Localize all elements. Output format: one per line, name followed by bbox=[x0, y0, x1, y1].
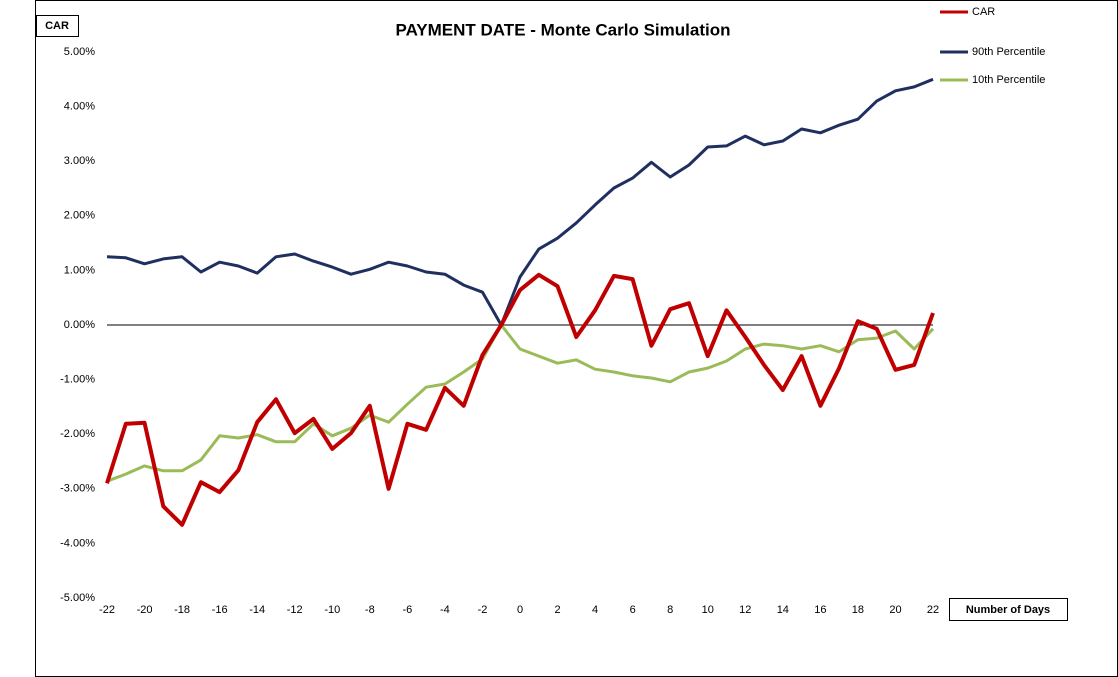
y-tick-label: -4.00% bbox=[60, 537, 95, 549]
x-label-box bbox=[949, 598, 1068, 621]
x-tick-label: -22 bbox=[99, 604, 115, 616]
y-tick-label: 1.00% bbox=[64, 264, 95, 276]
x-tick-label: -6 bbox=[402, 604, 412, 616]
y-tick-label: -5.00% bbox=[60, 592, 95, 604]
legend-label: CAR bbox=[972, 6, 995, 18]
x-tick-label: -18 bbox=[174, 604, 190, 616]
series-line bbox=[106, 323, 935, 483]
x-tick-label: -20 bbox=[137, 604, 153, 616]
legend-label: 90th Percentile bbox=[972, 46, 1045, 58]
x-tick-label: -12 bbox=[287, 604, 303, 616]
y-label-box bbox=[36, 15, 79, 37]
x-tick-label: -16 bbox=[212, 604, 228, 616]
y-tick-label: 3.00% bbox=[64, 155, 95, 167]
x-tick-label: 16 bbox=[814, 604, 826, 616]
y-tick-label: -1.00% bbox=[60, 374, 95, 386]
legend-label: 10th Percentile bbox=[972, 74, 1045, 86]
y-tick-label: 4.00% bbox=[64, 101, 95, 113]
x-tick-label: 22 bbox=[927, 604, 939, 616]
x-tick-label: 18 bbox=[852, 604, 864, 616]
x-tick-label: 8 bbox=[667, 604, 673, 616]
x-tick-label: -14 bbox=[249, 604, 265, 616]
y-tick-label: -3.00% bbox=[60, 483, 95, 495]
chart-title: PAYMENT DATE - Monte Carlo Simulation bbox=[396, 20, 731, 39]
x-axis-label: Number of Days bbox=[966, 604, 1050, 616]
y-tick-label: 2.00% bbox=[64, 210, 95, 222]
x-tick-label: 0 bbox=[517, 604, 523, 616]
x-tick-label: 4 bbox=[592, 604, 598, 616]
y-tick-label: 5.00% bbox=[64, 46, 95, 58]
x-tick-label: 2 bbox=[554, 604, 560, 616]
series-line bbox=[106, 77, 934, 327]
y-tick-label: -2.00% bbox=[60, 428, 95, 440]
series-line bbox=[105, 272, 935, 527]
x-tick-label: -8 bbox=[365, 604, 375, 616]
x-tick-label: -10 bbox=[324, 604, 340, 616]
x-tick-label: 14 bbox=[777, 604, 789, 616]
x-tick-label: -2 bbox=[478, 604, 488, 616]
x-tick-label: 20 bbox=[889, 604, 901, 616]
y-axis-label: CAR bbox=[45, 20, 69, 32]
x-tick-label: 12 bbox=[739, 604, 751, 616]
y-tick-label: 0.00% bbox=[64, 319, 95, 331]
x-tick-label: 6 bbox=[630, 604, 636, 616]
x-tick-label: -4 bbox=[440, 604, 450, 616]
x-tick-label: 10 bbox=[702, 604, 714, 616]
